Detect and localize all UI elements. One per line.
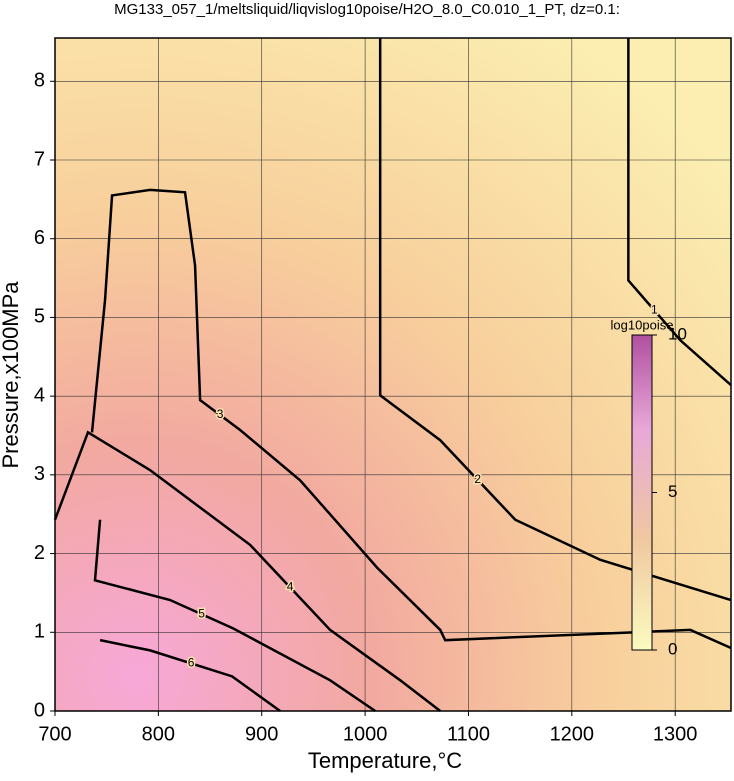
contour-label: 2 bbox=[474, 472, 481, 486]
x-tick-label: 1200 bbox=[550, 723, 595, 745]
contour-line bbox=[90, 188, 732, 650]
x-tick-label: 1100 bbox=[447, 723, 490, 745]
plot-frame bbox=[54, 37, 732, 712]
y-axis-label: Pressure,x100MPa bbox=[0, 281, 23, 469]
y-tick-label: 6 bbox=[34, 227, 45, 249]
contour-label: 6 bbox=[188, 656, 195, 670]
contour-line bbox=[627, 38, 732, 387]
contour-line bbox=[93, 519, 376, 713]
y-tick-label: 0 bbox=[34, 699, 45, 721]
x-tick-label: 1300 bbox=[653, 723, 698, 745]
x-tick-label: 800 bbox=[142, 723, 175, 745]
colorbar-tick-label: 0 bbox=[668, 639, 677, 658]
x-tick-label: 1000 bbox=[343, 723, 388, 745]
contour-line bbox=[378, 38, 732, 602]
x-tick-label: 700 bbox=[38, 723, 71, 745]
colorbar-label: log10poise bbox=[611, 317, 674, 332]
x-tick-label: 900 bbox=[245, 723, 278, 745]
y-tick-label: 1 bbox=[34, 621, 45, 643]
contour-label: 4 bbox=[287, 580, 294, 594]
y-tick-label: 3 bbox=[34, 463, 45, 485]
contours: 1 2 3 4 5 6 bbox=[53, 38, 732, 713]
y-tick-label: 5 bbox=[34, 306, 45, 328]
y-tick-label: 7 bbox=[34, 148, 45, 170]
colorbar bbox=[631, 334, 653, 651]
y-tick-label: 2 bbox=[34, 542, 45, 564]
y-tick-label: 4 bbox=[34, 384, 45, 406]
contour-line bbox=[99, 638, 281, 713]
colorbar-tick-label: 10 bbox=[668, 324, 687, 343]
contour-label: 1 bbox=[651, 303, 658, 317]
colorbar-tick-label: 5 bbox=[668, 482, 677, 501]
contour-label: 5 bbox=[198, 606, 205, 620]
y-tick-label: 8 bbox=[34, 70, 45, 92]
chart-title: MG133_057_1/meltsliquid/liqvislog10poise… bbox=[114, 1, 620, 18]
x-axis-label: Temperature,°C bbox=[308, 748, 462, 773]
contour-line bbox=[53, 430, 441, 712]
contour-label: 3 bbox=[217, 407, 224, 421]
